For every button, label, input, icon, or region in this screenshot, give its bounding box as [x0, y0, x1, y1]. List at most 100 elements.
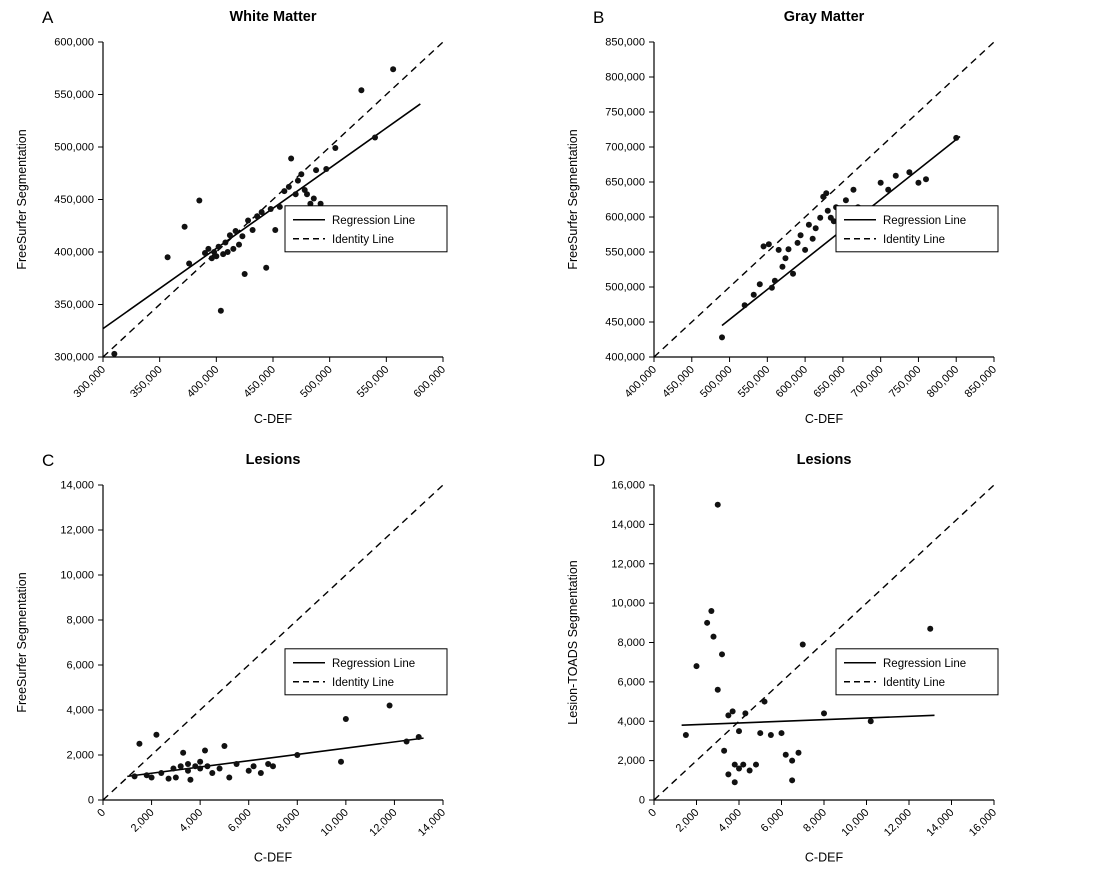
data-point: [923, 176, 929, 183]
data-point: [731, 779, 738, 786]
y-tick-label: 650,000: [605, 177, 645, 189]
y-tick-label: 4,000: [66, 705, 94, 717]
data-point: [250, 763, 257, 770]
data-point: [165, 775, 172, 782]
x-tick-label: 750,000: [887, 364, 924, 401]
y-tick-label: 350,000: [54, 299, 94, 311]
data-point: [294, 177, 301, 184]
x-tick-label: 450,000: [660, 364, 697, 401]
data-point: [775, 246, 782, 253]
data-point: [215, 243, 222, 250]
x-tick-labels: 0 2,000 4,000 6,000 8,000 10,000 12,000 14,000: [95, 800, 448, 839]
data-point: [342, 716, 349, 722]
data-point: [233, 761, 240, 767]
data-point: [767, 732, 774, 739]
legend-box: [835, 205, 999, 253]
data-point: [789, 777, 796, 784]
data-point: [276, 203, 283, 210]
data-point: [785, 246, 792, 253]
data-point: [765, 241, 772, 248]
x-tick-label: 0: [95, 807, 108, 820]
data-point: [824, 207, 831, 214]
data-point: [224, 249, 231, 255]
data-point: [721, 747, 728, 754]
panel-letter-d: D: [593, 451, 606, 470]
data-point: [719, 651, 725, 658]
legend-label: Identity Line: [332, 234, 394, 246]
legend: Regression Line Identity Line: [284, 205, 448, 253]
data-point: [185, 767, 191, 774]
x-tick-label: 300,000: [72, 364, 109, 401]
legend-box: [284, 205, 448, 253]
data-point: [794, 239, 801, 246]
data-point: [241, 271, 248, 278]
data-point: [323, 166, 330, 173]
data-point: [143, 772, 150, 779]
data-point: [714, 501, 721, 508]
y-tick-label: 500,000: [605, 282, 645, 294]
data-point: [731, 761, 738, 768]
data-point: [196, 197, 203, 204]
data-point: [136, 740, 143, 747]
data-point: [725, 712, 732, 719]
legend: Regression Line Identity Line: [835, 205, 999, 253]
data-point: [221, 743, 228, 749]
data-point: [736, 765, 742, 772]
data-point: [746, 767, 753, 774]
scatter-plot-lesions-toads: 0 2,000 4,000 6,000 8,000 10,000 12,000 14,000 1…: [566, 480, 999, 865]
legend-label: Identity Line: [332, 677, 394, 689]
data-point: [181, 223, 188, 230]
data-point: [205, 245, 212, 252]
data-point: [187, 776, 194, 783]
x-tick-labels: 400,000 450,000 500,000 550,000 600,000 650,0…: [623, 357, 999, 401]
data-point: [802, 246, 809, 253]
legend-label: Identity Line: [883, 234, 945, 246]
panel-letter-a: A: [42, 8, 54, 27]
x-tick-label: 12,000: [882, 807, 914, 839]
data-point: [693, 663, 700, 670]
data-point: [757, 730, 764, 737]
x-tick-label: 450,000: [242, 364, 279, 401]
data-point: [265, 761, 272, 767]
data-point: [332, 145, 339, 152]
data-point: [771, 277, 778, 284]
regression-line: [127, 737, 424, 778]
y-tick-label: 0: [639, 795, 645, 807]
data-point: [192, 763, 199, 770]
y-tick-label: 700,000: [605, 142, 645, 154]
y-axis-title: Lesion-TOADS Segmentation: [566, 560, 580, 724]
x-tick-labels: 300,000 350,000 400,000 450,000 500,000 550,0…: [72, 357, 448, 401]
data-point: [809, 235, 816, 242]
data-point: [257, 770, 264, 776]
data-point: [272, 226, 279, 233]
y-tick-label: 850,000: [605, 37, 645, 49]
y-tick-label: 16,000: [611, 480, 645, 492]
panel-title-gray-matter: Gray Matter: [783, 9, 865, 25]
x-tick-label: 600,000: [774, 364, 811, 401]
identity-line: [653, 484, 995, 801]
data-point: [415, 734, 422, 740]
data-point: [197, 758, 204, 765]
x-axis-title: C-DEF: [805, 412, 844, 426]
x-tick-label: 4,000: [716, 807, 744, 835]
y-tick-label: 750,000: [605, 107, 645, 119]
scatter-plot-white-matter: 300,000 350,000 400,000 450,000 500,000 550,0…: [15, 37, 448, 427]
data-point: [254, 213, 261, 220]
data-point: [823, 190, 830, 197]
legend-label: Regression Line: [883, 658, 966, 670]
data-point: [358, 87, 365, 94]
y-tick-labels: 400,000 450,000 500,000 550,000 600,000 650,0…: [605, 37, 654, 364]
data-point: [953, 134, 960, 141]
y-tick-label: 800,000: [605, 72, 645, 84]
legend-label: Regression Line: [332, 215, 415, 227]
y-tick-label: 400,000: [605, 352, 645, 364]
identity-line: [102, 484, 444, 801]
regression-line: [102, 103, 421, 330]
data-point: [307, 200, 314, 207]
data-point: [386, 702, 393, 709]
y-tick-label: 600,000: [605, 212, 645, 224]
data-point: [704, 619, 711, 626]
x-tick-label: 10,000: [839, 807, 871, 839]
y-tick-label: 14,000: [611, 519, 645, 531]
